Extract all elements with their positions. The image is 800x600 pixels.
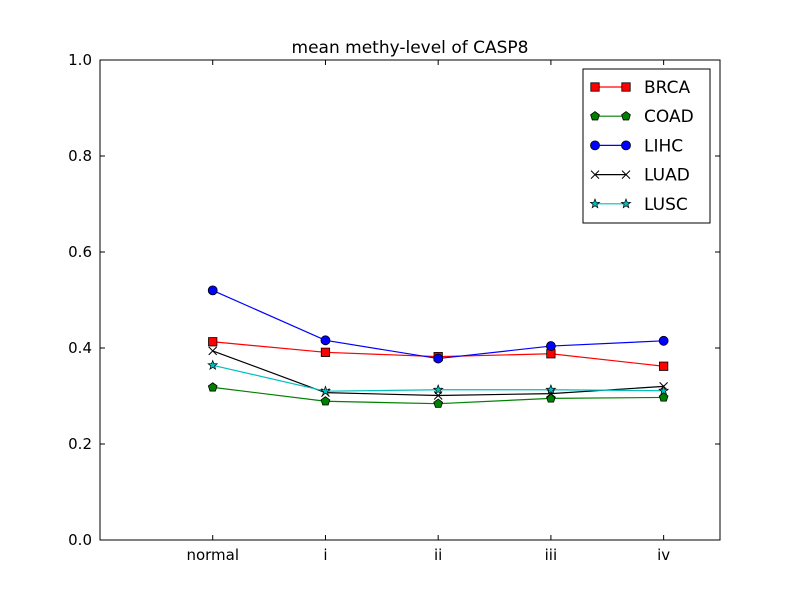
legend-label: LUSC <box>644 195 688 215</box>
x-tick-label: iii <box>545 546 558 564</box>
data-point <box>658 335 669 346</box>
x-tick-label: iv <box>657 546 670 564</box>
legend-marker <box>621 140 631 151</box>
data-point <box>658 392 669 402</box>
data-point <box>320 347 331 357</box>
series-lusc <box>207 359 670 396</box>
plot-area <box>207 285 670 408</box>
data-point <box>658 384 670 396</box>
data-point <box>432 383 444 395</box>
legend-entry-brca: BRCA <box>590 78 690 98</box>
x-tick-label: ii <box>434 546 442 564</box>
legend-label: COAD <box>644 107 694 127</box>
legend-marker <box>589 197 601 209</box>
legend-entry-luad: LUAD <box>590 166 690 186</box>
legend-box <box>582 68 711 224</box>
legend-label: LIHC <box>644 136 683 156</box>
data-point <box>319 385 331 396</box>
legend-marker <box>590 82 600 92</box>
plot-frame <box>99 59 721 541</box>
legend: BRCA COAD LIHC LUAD LUSC <box>582 68 711 224</box>
legend-entry-lihc: LIHC <box>590 136 683 156</box>
data-point <box>433 353 444 364</box>
data-point <box>546 389 556 398</box>
data-point <box>207 382 218 392</box>
data-point <box>546 341 556 351</box>
y-tick-label: 0.6 <box>68 243 92 261</box>
y-tick-label: 1.0 <box>68 51 92 69</box>
x-tick-label: i <box>323 546 327 564</box>
data-point <box>208 337 218 347</box>
legend-marker <box>621 82 631 92</box>
legend-marker <box>620 197 632 209</box>
data-point <box>545 383 557 395</box>
legend-marker <box>590 170 600 179</box>
legend-marker <box>621 111 631 121</box>
data-point <box>320 396 331 406</box>
series-lihc <box>207 285 669 364</box>
legend-label: LUAD <box>644 166 690 186</box>
chart-title: mean methy-level of CASP8 <box>292 38 529 58</box>
y-tick-label: 0.2 <box>68 435 92 453</box>
data-point <box>208 346 218 356</box>
legend-marker <box>590 140 600 151</box>
legend-entry-lusc: LUSC <box>589 195 688 215</box>
y-tick-label: 0.0 <box>68 531 92 549</box>
legend-label: BRCA <box>644 78 690 98</box>
data-point <box>320 335 331 346</box>
data-point <box>207 359 219 370</box>
legend-marker <box>621 170 631 179</box>
legend-entry-coad: COAD <box>590 107 694 127</box>
x-tick-label: normal <box>186 546 239 564</box>
y-tick-label: 0.8 <box>68 147 92 165</box>
y-tick-label: 0.4 <box>68 339 92 357</box>
data-point <box>433 398 444 408</box>
data-point <box>659 361 669 371</box>
legend-marker <box>590 111 600 121</box>
data-point <box>207 285 218 296</box>
